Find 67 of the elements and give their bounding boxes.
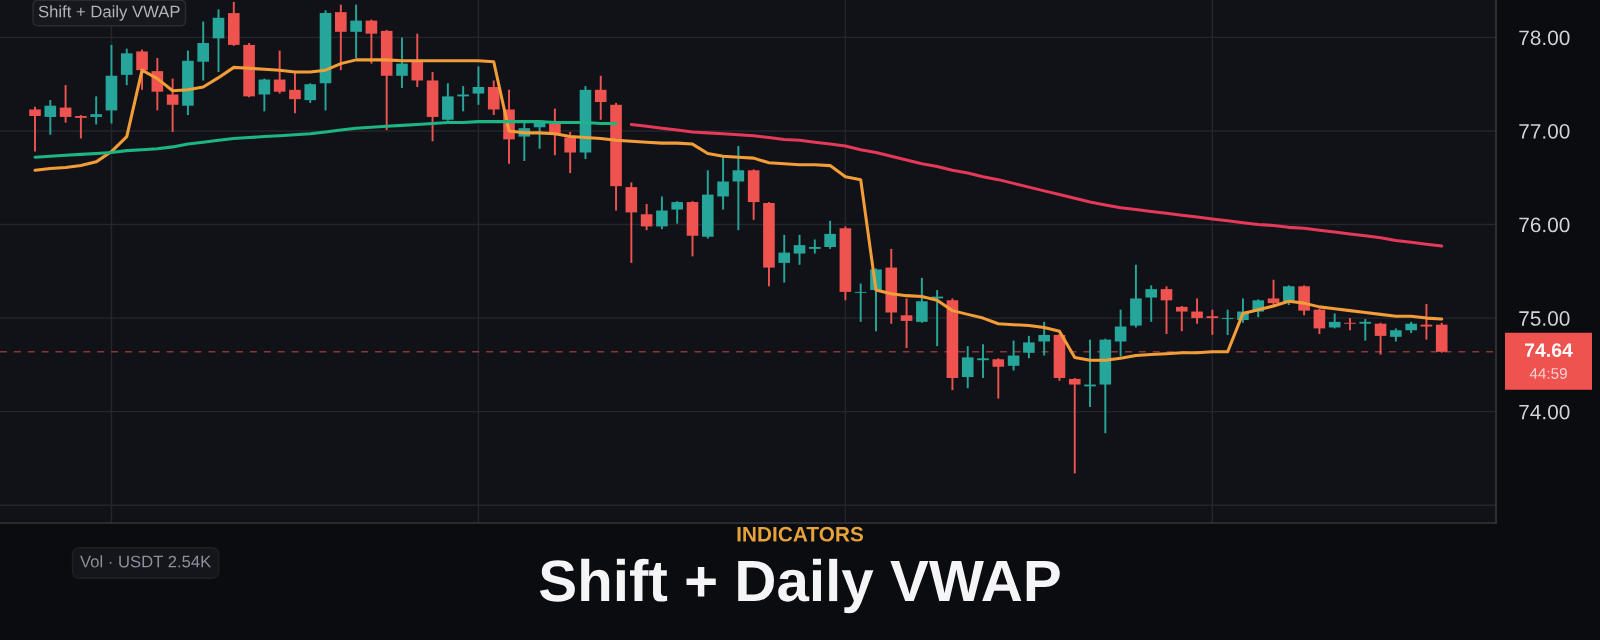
candlestick <box>1206 308 1219 336</box>
candlestick <box>1191 297 1203 325</box>
candlestick <box>1374 321 1387 356</box>
candlestick <box>1267 278 1280 306</box>
candlestick <box>1175 304 1188 333</box>
candlestick <box>396 36 408 89</box>
y-tick-label: 74.00 <box>1519 404 1570 420</box>
candlestick <box>671 200 684 225</box>
candlestick <box>411 32 424 88</box>
candlestick <box>197 20 210 82</box>
line-series <box>33 120 618 159</box>
candlestick <box>854 282 867 323</box>
candlestick <box>59 84 72 124</box>
candlestick <box>472 65 485 106</box>
candlestick <box>1359 318 1372 342</box>
candlestick <box>824 219 836 250</box>
candlestick <box>166 77 179 133</box>
annotation: Shift + Daily VWAP <box>38 5 180 21</box>
candlestick <box>1313 307 1326 335</box>
candlestick <box>717 155 729 211</box>
candlestick <box>1160 285 1173 335</box>
candlestick <box>992 357 1005 400</box>
candlestick <box>961 345 974 390</box>
text: INDICATORS <box>737 526 864 542</box>
text: Shift + Daily VWAP <box>539 558 1060 614</box>
candlestick <box>289 71 301 115</box>
candlestick <box>212 8 225 74</box>
y-tick-label: 77.00 <box>1519 123 1570 139</box>
ref-line-label: 74.64 <box>1525 343 1573 357</box>
candlestick <box>273 49 286 95</box>
candlestick <box>365 18 378 65</box>
candlestick <box>977 343 989 379</box>
y-tick-label: 76.00 <box>1519 217 1570 233</box>
text: Vol · USDT 2.54K <box>80 555 212 568</box>
candlestick <box>1038 320 1050 357</box>
candlestick <box>335 3 347 72</box>
candlestick <box>1007 339 1020 372</box>
y-tick-label: 75.00 <box>1519 311 1570 326</box>
candlestick <box>1068 377 1081 475</box>
candlestick <box>29 105 41 153</box>
candlestick <box>564 130 576 175</box>
candlestick <box>732 144 745 232</box>
candlestick <box>594 74 607 121</box>
candlestick <box>900 297 913 350</box>
candlestick <box>75 114 87 140</box>
candlestick <box>304 82 317 104</box>
candlestick <box>1344 317 1356 332</box>
candlestick <box>120 47 133 87</box>
candlestick <box>442 82 454 122</box>
candlestick <box>1023 334 1035 360</box>
candlestick <box>656 195 668 231</box>
candlestick <box>1283 284 1295 306</box>
candlestick <box>1221 308 1234 336</box>
candlestick <box>1145 284 1158 323</box>
line-series <box>629 122 1444 248</box>
candlestick <box>916 276 928 324</box>
candlestick <box>457 85 469 113</box>
candlestick <box>793 233 806 266</box>
candlestick <box>1420 303 1433 341</box>
candlestick <box>350 3 362 59</box>
candlestick <box>778 233 791 284</box>
text: 44:59 <box>1529 368 1567 379</box>
candlestick <box>640 202 653 232</box>
candlestick <box>90 95 102 126</box>
y-tick-label: 78.00 <box>1519 30 1570 46</box>
candlestick <box>44 99 57 136</box>
candlestick <box>487 79 500 117</box>
